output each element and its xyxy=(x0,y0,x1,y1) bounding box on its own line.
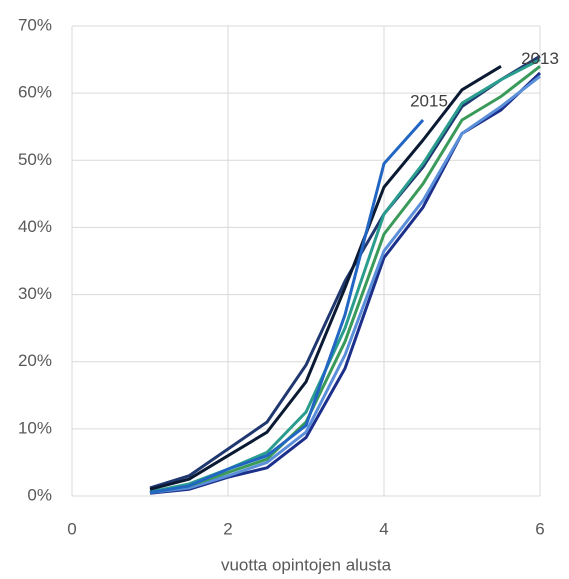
y-tick-label: 50% xyxy=(18,150,52,169)
x-tick-label: 0 xyxy=(67,519,76,538)
y-tick-label: 70% xyxy=(18,15,52,34)
series-line xyxy=(149,54,541,490)
series-line xyxy=(149,75,541,495)
y-tick-label: 10% xyxy=(18,418,52,437)
x-tick-label: 4 xyxy=(379,519,388,538)
series-label: 2015 xyxy=(410,91,448,110)
x-tick-label: 2 xyxy=(223,519,232,538)
y-tick-label: 20% xyxy=(18,351,52,370)
series-label: 2013 xyxy=(521,49,559,68)
series-line xyxy=(149,65,502,491)
y-tick-label: 40% xyxy=(18,217,52,236)
x-axis-label: vuotta opintojen alusta xyxy=(221,555,392,574)
series-line xyxy=(149,58,541,494)
series-line xyxy=(149,119,425,495)
y-tick-label: 30% xyxy=(18,284,52,303)
y-tick-label: 0% xyxy=(27,485,52,504)
series-line xyxy=(149,65,541,495)
y-tick-label: 60% xyxy=(18,83,52,102)
x-tick-label: 6 xyxy=(535,519,544,538)
